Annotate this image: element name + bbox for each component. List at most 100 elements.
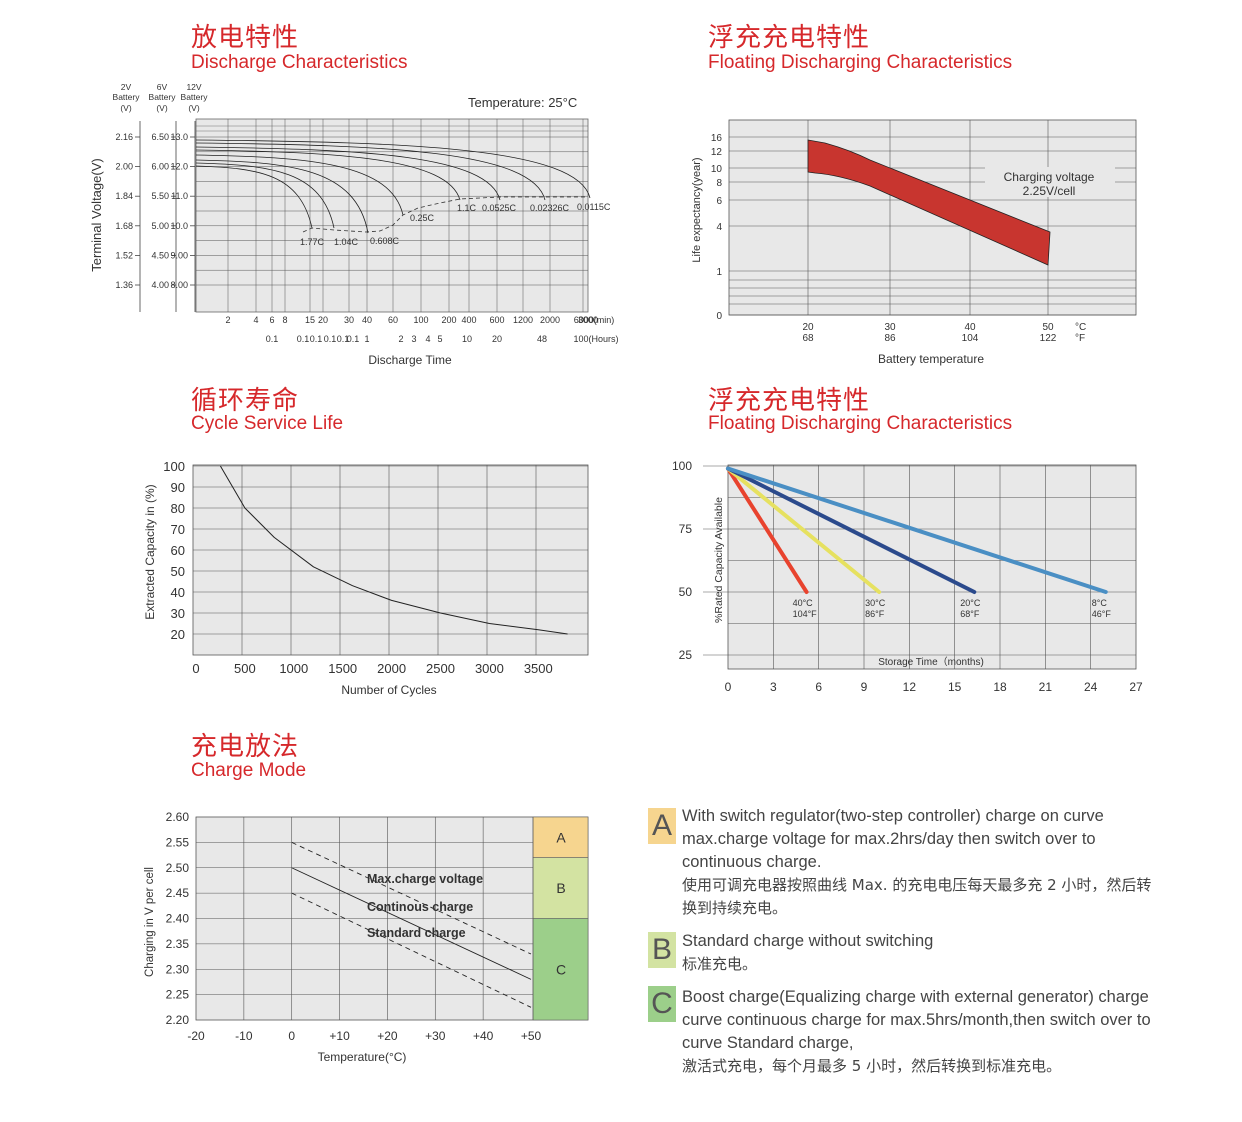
storage-y-tick-label: 100: [672, 459, 692, 473]
storage-series-line: [726, 466, 1108, 594]
floating-x-tick-c: 30: [884, 322, 896, 333]
discharge-y-tick-label: 1.68: [115, 221, 133, 231]
storage-x-tick-label: 27: [1129, 680, 1143, 694]
floating-plot-area: [728, 119, 1137, 316]
discharge-x-tick-min: 8: [282, 315, 287, 325]
discharge-y-tick-label: 13.0: [170, 132, 188, 142]
floating-y-label: Life expectancy(year): [691, 157, 703, 262]
storage-x-tick-label: 18: [993, 680, 1007, 694]
discharge-x-tick-hour: 2: [398, 334, 403, 344]
charge-x-label: Temperature(°C): [318, 1050, 407, 1064]
charge-x-tick-label: +40: [473, 1029, 494, 1043]
discharge-x-tick-hour: 0.1: [347, 334, 360, 344]
legend-a-box: A: [648, 808, 676, 844]
discharge-axis-header: (V): [120, 103, 132, 113]
storage-series-label: 20°C: [960, 598, 981, 608]
discharge-axis-header: 6V: [157, 82, 168, 92]
charge-x-tick-label: -10: [235, 1029, 253, 1043]
floating-x-tick-c: 20: [802, 322, 814, 333]
legend-c-en: Boost charge(Equalizing charge with exte…: [682, 988, 1151, 1052]
discharge-x-label: Discharge Time: [368, 353, 452, 367]
discharge-chart: 2VBattery(V)6VBattery(V)12VBattery(V)2.1…: [89, 82, 619, 367]
charge-band-label: A: [556, 829, 566, 845]
charge-series-label: Continous charge: [367, 900, 473, 914]
charge-y-tick-label: 2.30: [166, 962, 190, 976]
charge-series-line: [291, 841, 532, 955]
discharge-x-tick-hour: 0.1: [324, 334, 337, 344]
cycle-x-label: Number of Cycles: [341, 683, 436, 697]
discharge-curve: [195, 142, 546, 201]
floating-y-tick-label: 6: [716, 196, 722, 207]
charge-x-tick-label: +10: [329, 1029, 350, 1043]
charge-series-line: [291, 867, 532, 980]
discharge-series-label: 0.0115C: [577, 202, 611, 212]
discharge-series-label: 0.25C: [410, 213, 435, 223]
charge-band-label: B: [556, 880, 565, 896]
legend-a-en: With switch regulator(two-step controlle…: [682, 807, 1104, 871]
discharge-x-tick-hour: 4: [425, 334, 430, 344]
discharge-x-tick-min: 400: [461, 315, 476, 325]
cycle-x-tick-label: 500: [234, 661, 256, 676]
storage-series-label: 30°C: [865, 598, 886, 608]
floating-annotation-bg: [985, 167, 1115, 197]
cycle-curve: [219, 465, 568, 635]
discharge-y-tick-label: 12.0: [170, 162, 188, 172]
discharge-x-tick-min: 6000(min): [574, 315, 615, 325]
charge-series-line: [291, 892, 532, 1008]
storage-x-tick-label: 3: [770, 680, 777, 694]
discharge-y-tick-label: 4.00: [151, 280, 169, 290]
charge-y-tick-label: 2.60: [166, 810, 190, 824]
floating2-title-cn: 浮充充电特性: [708, 386, 871, 416]
charge-y-tick-label: 2.35: [166, 937, 190, 951]
discharge-curve: [195, 139, 591, 199]
charge-band-b: [532, 857, 589, 919]
discharge-y-tick-label: 1.36: [115, 280, 133, 290]
discharge-curve: [195, 149, 461, 201]
storage-x-tick-label: 15: [948, 680, 962, 694]
storage-series-label: 68°F: [960, 609, 980, 619]
discharge-title-cn: 放电特性: [191, 23, 300, 53]
discharge-y-tick-label: 1.52: [115, 250, 133, 260]
legend-c-box: C: [648, 986, 676, 1022]
charge-x-tick-label: 0: [288, 1029, 295, 1043]
legend-b-text: Standard charge without switching 标准充电。: [682, 930, 1162, 976]
discharge-series-label: 0.608C: [370, 236, 400, 246]
charge-y-tick-label: 2.20: [166, 1013, 190, 1027]
storage-series-label: 104°F: [793, 609, 818, 619]
charge-x-tick-label: -20: [187, 1029, 205, 1043]
cycle-life-chart: 100 90 80 70 60 50 40 30 20 0 500 1000 1500 2000 2500 3…: [143, 459, 589, 697]
discharge-series-label: 1.1C: [457, 203, 477, 213]
floating1-title-cn: 浮充充电特性: [708, 23, 871, 53]
charge-mode-chart: A B C 2.60 2.55 2.50 2.45 2.40 2.35 2.30 2.25 2.20 -…: [144, 810, 589, 1064]
cycle-y-tick-label: 90: [171, 480, 185, 495]
discharge-y-tick-label: 1.84: [115, 191, 133, 201]
discharge-x-tick-min: 600: [489, 315, 504, 325]
discharge-annotation: Temperature: 25°C: [468, 95, 577, 110]
charge-x-tick-label: +30: [425, 1029, 446, 1043]
discharge-y-tick-label: 6.00: [151, 162, 169, 172]
floating-y-tick-label: 12: [711, 147, 723, 158]
storage-y-tick-label: 25: [679, 648, 693, 662]
discharge-y-tick-label: 2.00: [115, 162, 133, 172]
charge-x-tick-label: +50: [521, 1029, 542, 1043]
storage-series-line: [726, 466, 882, 594]
cycle-title-en: Cycle Service Life: [191, 413, 344, 434]
discharge-axis-header: (V): [156, 103, 168, 113]
floating2-title-en: Floating Discharging Characteristics: [708, 413, 1013, 434]
discharge-axis-header: Battery: [149, 92, 177, 102]
discharge-axis-header: (V): [188, 103, 200, 113]
discharge-x-tick-hour: 0.1: [337, 334, 350, 344]
cycle-y-tick-label: 60: [171, 543, 185, 558]
cycle-x-tick-label: 2500: [426, 661, 455, 676]
charge-series-label: Max.charge voltage: [367, 872, 483, 886]
floating-x-tick-f: 122: [1040, 333, 1057, 344]
storage-x-tick-label: 24: [1084, 680, 1098, 694]
discharge-series-label: 0.02326C: [530, 203, 570, 213]
cycle-y-tick-label: 30: [171, 606, 185, 621]
legend-a-cn: 使用可调充电器按照曲线 Max. 的充电电压每天最多充 2 小时，然后转换到持续…: [682, 876, 1152, 917]
discharge-y-tick-label: 9.00: [170, 250, 188, 260]
charge-y-tick-label: 2.45: [166, 886, 190, 900]
charge-title-cn: 充电放法: [191, 732, 300, 762]
floating-x-tick-f: 104: [962, 333, 979, 344]
